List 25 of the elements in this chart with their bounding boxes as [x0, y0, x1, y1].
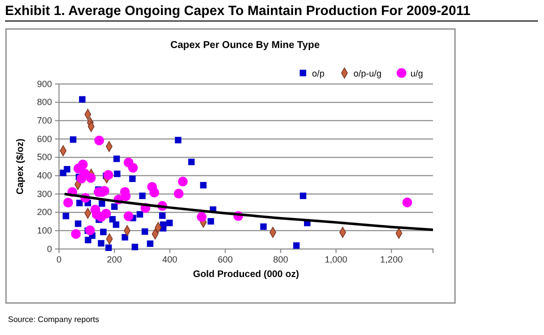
x-tick-label: 200 [106, 254, 122, 264]
y-tick-label: 100 [36, 226, 52, 236]
x-tick-label: 0 [56, 254, 62, 264]
legend-label: o/p-u/g [353, 68, 382, 78]
legend-label: u/g [410, 68, 423, 78]
y-tick-label: 600 [36, 134, 52, 144]
y-tick-label: 400 [36, 170, 52, 181]
x-tick-label: 600 [218, 254, 233, 264]
y-tick-label: 800 [36, 97, 52, 108]
x-tick-label: 800 [273, 254, 288, 264]
y-tick-label: 200 [36, 207, 52, 218]
legend-label: o/p [312, 68, 324, 78]
y-tick-label: 500 [36, 152, 52, 162]
x-tick-label: 1,200 [380, 254, 403, 264]
y-axis-title: Capex ($/oz) [15, 138, 26, 194]
chart-title: Exhibit 1. Average Ongoing Capex To Maintain Production For 2009-2011 [5, 3, 471, 18]
y-tick-label: 900 [36, 78, 52, 89]
y-tick-label: 700 [36, 116, 52, 126]
chart-subtitle: Capex Per Ounce By Mine Type [170, 40, 320, 51]
source-note: Source: Company reports [8, 315, 100, 324]
y-tick-label: 300 [36, 188, 52, 199]
x-tick-label: 400 [162, 254, 178, 264]
x-tick-label: 1,000 [324, 254, 348, 264]
x-axis-title: Gold Produced (000 oz) [192, 269, 300, 280]
y-tick-label: 0 [46, 244, 52, 254]
